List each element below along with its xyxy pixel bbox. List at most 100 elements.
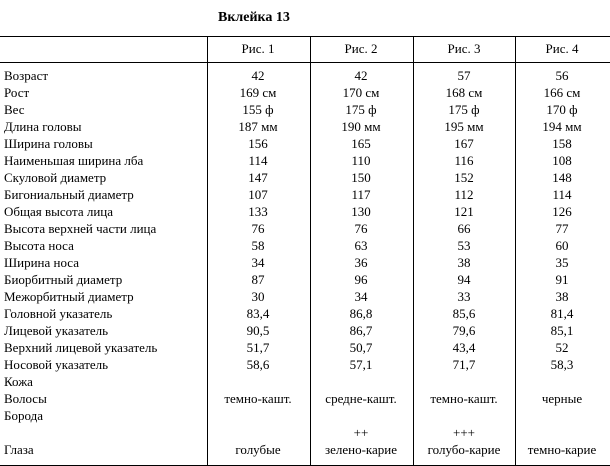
row-label: Носовой указатель xyxy=(4,357,109,372)
cell: 38 xyxy=(555,289,569,304)
cell: темно-карие xyxy=(527,442,597,457)
cell: 175 ф xyxy=(345,102,377,117)
cell: 79,6 xyxy=(452,323,476,338)
cell: зелено-карие xyxy=(324,442,398,457)
row-label: Лицевой указатель xyxy=(4,323,109,338)
cell: черные xyxy=(541,391,583,406)
cell: 36 xyxy=(354,255,368,270)
row-label: Вес xyxy=(4,102,25,117)
cell: 148 xyxy=(552,170,572,185)
title: Вклейка 13 xyxy=(218,10,290,25)
cell: 52 xyxy=(555,340,569,355)
cell: 66 xyxy=(457,221,471,236)
cell: 50,7 xyxy=(349,340,373,355)
column-header: Рис. 1 xyxy=(241,41,275,56)
cell: 167 xyxy=(454,136,474,151)
cell: средне-кашт. xyxy=(325,391,397,406)
row-label: Высота верхней части лица xyxy=(4,221,157,236)
cell: 169 см xyxy=(239,85,277,100)
cell: 42 xyxy=(354,68,368,83)
cell: 108 xyxy=(552,153,572,168)
row-label: Головной указатель xyxy=(4,306,113,321)
cell: 168 см xyxy=(445,85,483,100)
row-label: Биорбитный диаметр xyxy=(4,272,123,287)
rule xyxy=(0,62,610,63)
cell: 158 xyxy=(552,136,572,151)
cell: 96 xyxy=(354,272,368,287)
row-label: Борода xyxy=(4,408,43,423)
row-label: Общая высота лица xyxy=(4,204,114,219)
column-header: Рис. 3 xyxy=(447,41,481,56)
cell: 60 xyxy=(555,238,569,253)
cell: 91 xyxy=(555,272,569,287)
cell: 76 xyxy=(251,221,265,236)
row-label: Межорбитный диаметр xyxy=(4,289,134,304)
cell: голубые xyxy=(235,442,281,457)
row-label: Высота носа xyxy=(4,238,74,253)
cell: 114 xyxy=(248,153,268,168)
row-label: Возраст xyxy=(4,68,49,83)
row-label: Скуловой диаметр xyxy=(4,170,107,185)
cell: темно-кашт. xyxy=(224,391,292,406)
cell: 126 xyxy=(552,204,572,219)
row-label: Ширина головы xyxy=(4,136,93,151)
cell: 156 xyxy=(248,136,268,151)
cell: 170 ф xyxy=(546,102,578,117)
cell: 33 xyxy=(457,289,471,304)
cell: 110 xyxy=(351,153,371,168)
cell: +++ xyxy=(453,425,475,440)
column-header: Рис. 2 xyxy=(344,41,378,56)
cell: 56 xyxy=(555,68,569,83)
cell: 58,6 xyxy=(246,357,270,372)
cell: 53 xyxy=(457,238,471,253)
cell: 83,4 xyxy=(246,306,270,321)
cell: 175 ф xyxy=(448,102,480,117)
cell: 81,4 xyxy=(550,306,574,321)
row-label: Бигониальный диаметр xyxy=(4,187,134,202)
row-label: Длина головы xyxy=(4,119,82,134)
cell: 130 xyxy=(351,204,371,219)
cell: 57 xyxy=(457,68,471,83)
cell: 42 xyxy=(251,68,265,83)
row-label: Волосы xyxy=(4,391,47,406)
cell: 94 xyxy=(457,272,471,287)
cell: 112 xyxy=(454,187,474,202)
cell: 43,4 xyxy=(452,340,476,355)
cell: 114 xyxy=(552,187,572,202)
cell: 116 xyxy=(454,153,474,168)
cell: 190 мм xyxy=(341,119,381,134)
column-header: Рис. 4 xyxy=(545,41,579,56)
cell: 58 xyxy=(251,238,265,253)
cell: 38 xyxy=(457,255,471,270)
cell: 35 xyxy=(555,255,569,270)
column-rule xyxy=(207,36,208,466)
row-label: Глаза xyxy=(4,442,34,457)
cell: 30 xyxy=(251,289,265,304)
cell: 194 мм xyxy=(542,119,582,134)
cell: 58,3 xyxy=(550,357,574,372)
cell: 170 см xyxy=(342,85,380,100)
cell: 187 мм xyxy=(238,119,278,134)
cell: 86,7 xyxy=(349,323,373,338)
column-rule xyxy=(515,36,516,466)
cell: 85,6 xyxy=(452,306,476,321)
cell: 77 xyxy=(555,221,569,236)
cell: 152 xyxy=(454,170,474,185)
cell: 71,7 xyxy=(452,357,476,372)
cell: 107 xyxy=(248,187,268,202)
row-label: Верхний лицевой указатель xyxy=(4,340,158,355)
cell: 34 xyxy=(354,289,368,304)
rule xyxy=(0,36,610,37)
cell: 166 см xyxy=(543,85,581,100)
row-label: Ширина носа xyxy=(4,255,79,270)
cell: 87 xyxy=(251,272,265,287)
column-rule xyxy=(413,36,414,466)
row-label: Рост xyxy=(4,85,30,100)
cell: 195 мм xyxy=(444,119,484,134)
row-label: Наименьшая ширина лба xyxy=(4,153,144,168)
cell: ++ xyxy=(353,425,369,440)
cell: 155 ф xyxy=(242,102,274,117)
cell: 63 xyxy=(354,238,368,253)
cell: 117 xyxy=(351,187,371,202)
